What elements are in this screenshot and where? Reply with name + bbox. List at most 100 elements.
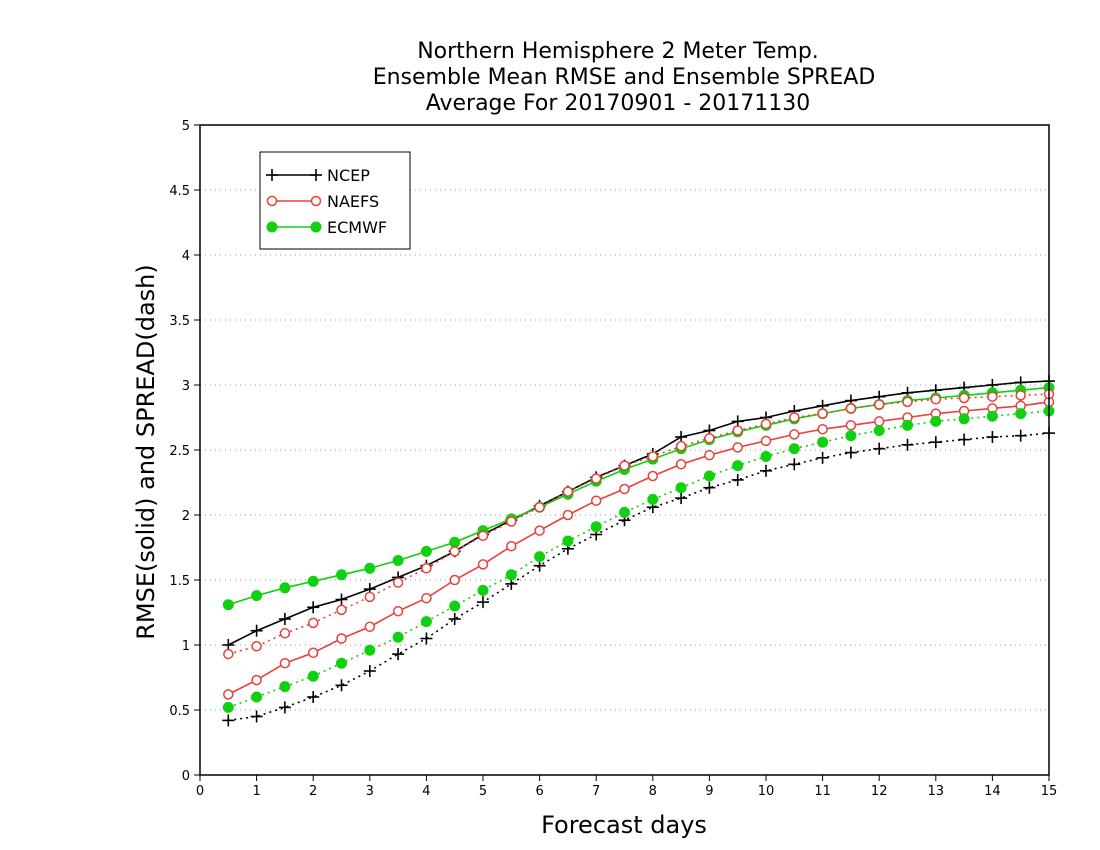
series-line-ecmwf-spread xyxy=(228,410,1050,709)
point-ecmwf-spread-8 xyxy=(449,600,461,612)
legend-label-ncep: NCEP xyxy=(327,166,370,185)
point-naefs-2 xyxy=(279,657,291,669)
y-axis-ticks: 0 0.5 1 1.5 2 2.5 3 3.5 4 4.5 5 xyxy=(169,119,200,784)
point-ecmwf-spread-4 xyxy=(336,657,347,669)
point-ncep-spread-0 xyxy=(222,714,235,727)
x-tick-label-1: 1 xyxy=(252,784,260,799)
chart-title-line-1: Northern Hemisphere 2 Meter Temp. xyxy=(417,39,819,64)
point-ncep-spread-19 xyxy=(760,464,772,477)
x-axis-ticks: 0 1 2 3 4 5 6 7 8 9 10 11 12 13 14 15 xyxy=(196,775,1057,799)
point-naefs-spread-7 xyxy=(421,563,432,574)
point-naefs-16 xyxy=(675,459,687,470)
y-tick-label-4: 4 xyxy=(182,249,190,264)
point-ecmwf-spread-18 xyxy=(732,460,744,472)
point-ecmwf-spread-9 xyxy=(477,584,489,596)
point-ncep-spread-25 xyxy=(929,436,942,449)
point-naefs-19 xyxy=(760,435,772,447)
point-naefs-23 xyxy=(873,416,885,427)
point-naefs-4 xyxy=(336,633,347,644)
point-ncep-spread-20 xyxy=(788,458,801,471)
point-naefs-spread-2 xyxy=(279,628,291,639)
point-naefs-spread-14 xyxy=(619,460,630,471)
point-naefs-spread-9 xyxy=(477,530,489,542)
series-line-ncep-spread xyxy=(228,432,1050,722)
point-ecmwf-5 xyxy=(364,562,376,574)
point-naefs-14 xyxy=(619,483,630,495)
x-tick-label-14: 14 xyxy=(984,784,1001,799)
point-naefs-5 xyxy=(364,621,376,633)
point-ncep-spread-6 xyxy=(392,648,405,661)
point-naefs-spread-12 xyxy=(562,486,574,497)
point-naefs-spread-10 xyxy=(506,516,517,527)
series-line-ecmwf xyxy=(228,386,1050,606)
point-ecmwf-2 xyxy=(279,582,291,594)
x-tick-label-12: 12 xyxy=(871,784,888,799)
y-tick-label-3.5: 3.5 xyxy=(169,314,190,329)
point-ncep-3 xyxy=(307,601,320,614)
x-tick-label-10: 10 xyxy=(758,784,775,799)
point-naefs-spread-16 xyxy=(675,440,687,452)
legend-marker-right-naefs xyxy=(310,195,322,207)
legend-marker-left-ncep xyxy=(266,169,278,181)
point-ncep-spread-8 xyxy=(448,613,461,625)
point-ecmwf-spread-25 xyxy=(930,415,942,427)
y-tick-label-5: 5 xyxy=(182,119,190,134)
point-naefs-spread-23 xyxy=(873,399,885,410)
y-tick-label-4.5: 4.5 xyxy=(169,184,190,199)
point-naefs-11 xyxy=(534,525,545,536)
series-ecmwf xyxy=(222,382,1055,611)
point-ecmwf-spread-6 xyxy=(392,631,404,643)
point-naefs-3 xyxy=(307,647,319,659)
point-naefs-17 xyxy=(704,449,715,461)
point-ecmwf-spread-20 xyxy=(788,443,800,455)
point-naefs-spread-20 xyxy=(789,412,800,423)
legend-item-ncep: NCEP xyxy=(266,166,370,185)
point-naefs-spread-27 xyxy=(987,391,998,402)
x-tick-label-15: 15 xyxy=(1041,784,1058,799)
point-naefs-spread-5 xyxy=(364,591,376,603)
point-ncep-spread-9 xyxy=(477,596,489,609)
point-naefs-spread-28 xyxy=(1015,390,1026,401)
point-ncep-spread-24 xyxy=(901,438,914,451)
series-line-naefs xyxy=(227,401,1050,696)
x-tick-label-8: 8 xyxy=(649,784,657,799)
x-tick-label-4: 4 xyxy=(422,784,430,799)
plot-frame xyxy=(199,124,1050,776)
point-naefs-spread-21 xyxy=(817,408,828,419)
point-naefs-9 xyxy=(477,559,489,570)
y-tick-label-2.5: 2.5 xyxy=(169,444,190,459)
point-naefs-spread-15 xyxy=(647,451,659,462)
point-ecmwf-7 xyxy=(420,545,432,557)
legend-marker-right-ecmwf xyxy=(310,221,322,233)
point-naefs-20 xyxy=(789,429,800,440)
point-naefs-spread-11 xyxy=(534,501,545,513)
point-ncep-1 xyxy=(250,624,263,637)
point-ecmwf-spread-27 xyxy=(986,410,998,422)
series-layer xyxy=(222,375,1055,727)
point-ecmwf-spread-16 xyxy=(675,482,687,494)
y-tick-label-0.5: 0.5 xyxy=(169,704,190,719)
point-ncep-spread-4 xyxy=(335,679,348,692)
point-ecmwf-spread-19 xyxy=(760,451,772,462)
point-naefs-spread-4 xyxy=(336,604,347,616)
point-ecmwf-spread-22 xyxy=(845,430,857,442)
x-tick-label-5: 5 xyxy=(479,784,487,799)
legend: NCEP NAEFS ECMWF xyxy=(259,151,411,250)
y-tick-label-1.5: 1.5 xyxy=(169,574,190,589)
point-naefs-6 xyxy=(392,605,404,617)
point-ecmwf-spread-26 xyxy=(958,413,970,425)
point-naefs-0 xyxy=(223,689,234,700)
point-ncep-spread-23 xyxy=(873,442,886,455)
legend-marker-right-ncep xyxy=(310,169,322,181)
point-ncep-spread-26 xyxy=(958,433,971,446)
point-ncep-spread-21 xyxy=(816,451,829,464)
series-line-naefs-spread xyxy=(228,393,1050,655)
point-ncep-spread-5 xyxy=(363,665,376,677)
point-naefs-spread-13 xyxy=(590,473,602,484)
point-ncep-spread-16 xyxy=(675,492,688,505)
point-ncep-spread-28 xyxy=(1014,429,1027,442)
point-ncep-spread-27 xyxy=(986,431,999,443)
point-ecmwf-spread-10 xyxy=(505,569,517,581)
point-ncep-spread-1 xyxy=(250,710,263,723)
point-naefs-spread-0 xyxy=(223,648,234,660)
